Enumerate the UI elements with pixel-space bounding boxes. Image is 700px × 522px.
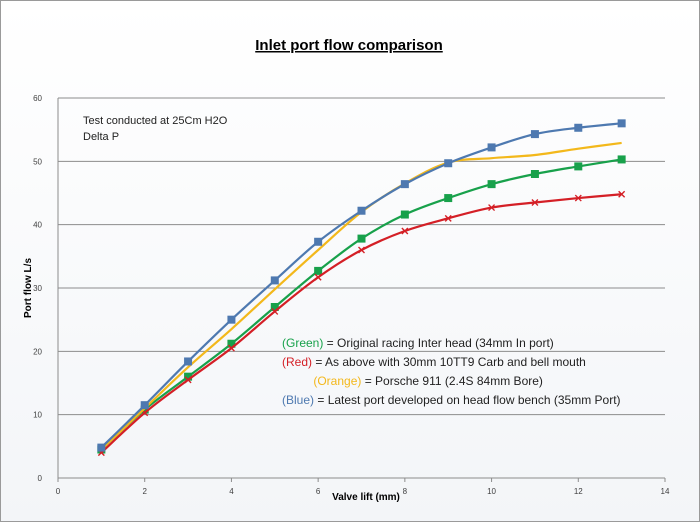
annotation-line-2: Delta P [83,131,119,143]
legend-color-word-red: (Red) [282,355,312,369]
point-blue-9 [444,159,453,168]
x-tick-14: 14 [661,487,670,496]
point-blue-11 [530,130,539,139]
point-red-9 [444,214,452,222]
point-blue-3 [184,357,193,366]
x-tick-10: 10 [487,487,496,496]
y-tick-50: 50 [33,157,42,166]
point-red-7 [358,246,365,254]
point-red-12 [574,194,582,202]
x-axis-label: Valve lift (mm) [332,492,400,503]
point-green-6 [314,266,323,275]
x-tick-0: 0 [56,487,61,496]
axes [57,98,666,482]
legend-desc-red: = As above with 30mm 10TT9 Carb and bell… [312,355,586,369]
legend-desc-orange: = Porsche 911 (2.4S 84mm Bore) [361,374,543,388]
point-blue-2 [140,401,149,410]
y-tick-40: 40 [33,221,42,230]
y-tick-30: 30 [33,284,42,293]
point-red-5 [271,307,279,315]
legend-text: (Green) = Original racing Inter head (34… [280,336,621,407]
point-red-11 [531,199,539,206]
x-tick-8: 8 [403,487,408,496]
point-green-7 [357,234,366,243]
annotation-line-1: Test conducted at 25Cm H2O [83,115,228,127]
point-red-10 [488,204,496,212]
gridlines [58,97,665,416]
point-blue-1 [97,443,106,452]
legend-entry-blue: (Blue) = Latest port developed on head f… [282,393,621,407]
y-tick-20: 20 [33,347,42,356]
point-green-13 [617,155,626,164]
y-tick-0: 0 [38,474,43,483]
point-green-12 [574,162,583,171]
y-axis-label: Port flow L/s [23,258,34,318]
series-line-red [100,193,622,454]
x-tick-2: 2 [142,487,147,496]
y-tick-10: 10 [33,411,42,420]
legend-entry-red: (Red) = As above with 30mm 10TT9 Carb an… [282,355,586,369]
x-tick-4: 4 [229,487,234,496]
point-green-8 [400,210,409,219]
point-blue-6 [314,237,323,246]
point-green-10 [487,180,496,189]
point-red-6 [314,273,322,281]
legend-desc-blue: = Latest port developed on head flow ben… [314,393,621,407]
legend-color-word-orange: (Orange) [310,374,361,388]
point-red-4 [227,344,235,352]
point-red-8 [401,227,409,235]
point-blue-13 [617,119,626,128]
point-blue-8 [400,180,409,189]
point-green-9 [444,194,453,203]
point-blue-12 [574,123,583,132]
point-green-11 [530,170,539,178]
legend-color-word-green: (Green) [282,336,323,350]
legend-desc-green: = Original racing Inter head (34mm In po… [323,336,553,350]
x-tick-6: 6 [316,487,321,496]
series-blue [97,119,626,452]
point-red-3 [184,376,192,384]
point-blue-10 [487,143,496,152]
series-red [97,190,626,457]
point-blue-7 [357,206,366,215]
point-blue-5 [270,276,279,285]
chart-title: Inlet port flow comparison [255,37,443,54]
tick-labels: 0 10 20 30 40 50 60 0 2 4 6 8 10 12 14 [33,94,670,496]
point-red-13 [618,190,626,198]
series-group [97,119,626,457]
x-tick-12: 12 [574,487,583,496]
legend-entry-orange: (Orange) = Porsche 911 (2.4S 84mm Bore) [280,374,566,388]
legend-entry-green: (Green) = Original racing Inter head (34… [282,336,554,350]
legend-color-word-blue: (Blue) [282,393,314,407]
point-blue-4 [227,315,236,324]
y-tick-60: 60 [33,94,42,103]
